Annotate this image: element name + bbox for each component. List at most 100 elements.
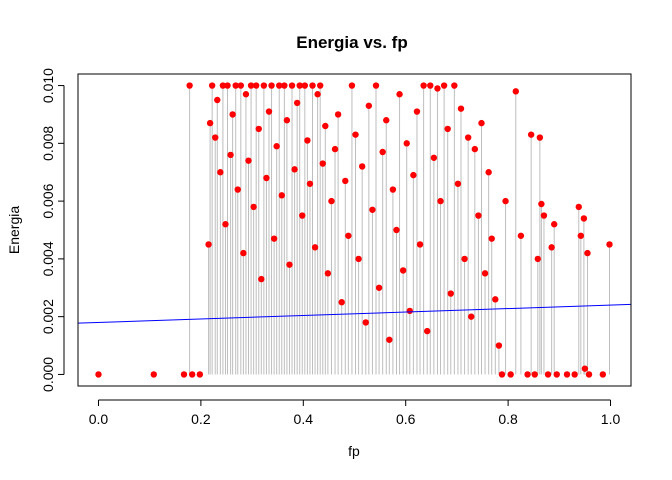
data-point bbox=[299, 212, 306, 219]
data-point bbox=[263, 174, 270, 182]
data-point bbox=[352, 131, 359, 138]
data-point bbox=[447, 290, 454, 297]
data-point bbox=[461, 255, 468, 263]
data-point bbox=[309, 82, 316, 89]
data-point bbox=[355, 255, 362, 263]
data-point bbox=[234, 186, 241, 193]
x-tick-label: 0.2 bbox=[191, 411, 211, 427]
data-point bbox=[575, 203, 582, 211]
data-point bbox=[188, 371, 196, 378]
data-point bbox=[286, 261, 293, 268]
data-point bbox=[540, 212, 548, 219]
data-point bbox=[219, 82, 227, 89]
data-point bbox=[342, 177, 349, 185]
data-point bbox=[585, 371, 593, 378]
data-point bbox=[599, 371, 607, 378]
data-point bbox=[338, 299, 345, 306]
data-point bbox=[454, 180, 462, 187]
data-point bbox=[345, 232, 352, 239]
points-layer bbox=[95, 82, 613, 378]
data-point bbox=[258, 275, 265, 283]
data-point bbox=[240, 249, 247, 257]
data-point bbox=[485, 169, 492, 176]
data-point bbox=[584, 249, 591, 257]
data-point bbox=[314, 91, 321, 98]
data-point bbox=[232, 82, 239, 89]
data-point bbox=[296, 82, 303, 89]
data-point bbox=[229, 111, 236, 118]
data-point bbox=[212, 134, 219, 141]
data-point bbox=[304, 137, 311, 144]
data-point bbox=[273, 143, 280, 150]
y-tick-label: 0.010 bbox=[40, 68, 56, 103]
data-point bbox=[544, 371, 552, 378]
data-point bbox=[217, 169, 224, 176]
y-tick-label: 0.000 bbox=[40, 357, 56, 392]
y-tick-label: 0.006 bbox=[40, 183, 56, 218]
x-tick-label: 0.6 bbox=[396, 411, 416, 427]
y-tick-label: 0.008 bbox=[40, 126, 56, 161]
data-point bbox=[358, 163, 366, 170]
data-point bbox=[471, 145, 479, 153]
data-point bbox=[531, 371, 538, 378]
data-point bbox=[386, 336, 393, 343]
data-point bbox=[276, 82, 283, 89]
data-point bbox=[319, 160, 326, 167]
data-point bbox=[396, 91, 403, 98]
data-point bbox=[478, 119, 485, 127]
data-point bbox=[434, 85, 441, 92]
data-point bbox=[424, 327, 431, 335]
data-point bbox=[517, 232, 525, 239]
data-point bbox=[464, 134, 472, 141]
y-axis-label: Energia bbox=[6, 206, 22, 254]
data-point bbox=[430, 154, 438, 161]
data-point bbox=[444, 125, 451, 133]
data-point bbox=[524, 371, 531, 378]
data-point bbox=[427, 82, 434, 89]
data-point bbox=[205, 241, 212, 248]
data-point bbox=[369, 206, 376, 213]
data-point bbox=[281, 82, 288, 89]
data-point bbox=[389, 186, 397, 193]
y-tick-label: 0.004 bbox=[40, 241, 56, 276]
data-point bbox=[316, 82, 324, 89]
data-point bbox=[208, 82, 216, 89]
data-point bbox=[293, 99, 301, 107]
data-point bbox=[606, 241, 613, 248]
data-point bbox=[492, 296, 499, 303]
data-point bbox=[283, 117, 291, 124]
regression-line bbox=[77, 303, 632, 324]
data-point bbox=[328, 197, 335, 205]
data-point bbox=[245, 157, 252, 164]
data-point bbox=[475, 212, 482, 219]
data-point bbox=[260, 82, 268, 89]
data-point bbox=[270, 235, 278, 242]
data-point bbox=[581, 365, 589, 372]
data-point bbox=[362, 319, 369, 326]
data-point bbox=[214, 96, 221, 104]
stems-layer bbox=[189, 85, 610, 375]
data-point bbox=[180, 371, 188, 378]
data-point bbox=[440, 82, 448, 89]
data-point bbox=[278, 192, 285, 199]
data-point bbox=[224, 82, 231, 89]
x-tick-label: 1.0 bbox=[601, 411, 621, 427]
data-point bbox=[481, 270, 489, 277]
data-point bbox=[250, 203, 257, 211]
x-axis-label: fp bbox=[348, 443, 360, 459]
data-point bbox=[507, 371, 514, 378]
data-point bbox=[247, 82, 255, 89]
y-tick-label: 0.002 bbox=[40, 299, 56, 334]
data-point bbox=[403, 140, 410, 147]
data-point bbox=[536, 134, 544, 141]
data-point bbox=[383, 117, 390, 124]
data-point bbox=[437, 197, 444, 205]
data-point bbox=[291, 166, 298, 173]
data-point bbox=[306, 180, 314, 187]
data-point bbox=[379, 148, 386, 156]
data-point bbox=[457, 105, 465, 112]
data-point bbox=[410, 171, 417, 179]
x-axis: 0.0 0.2 0.4 0.6 0.8 1.0 bbox=[89, 399, 621, 427]
